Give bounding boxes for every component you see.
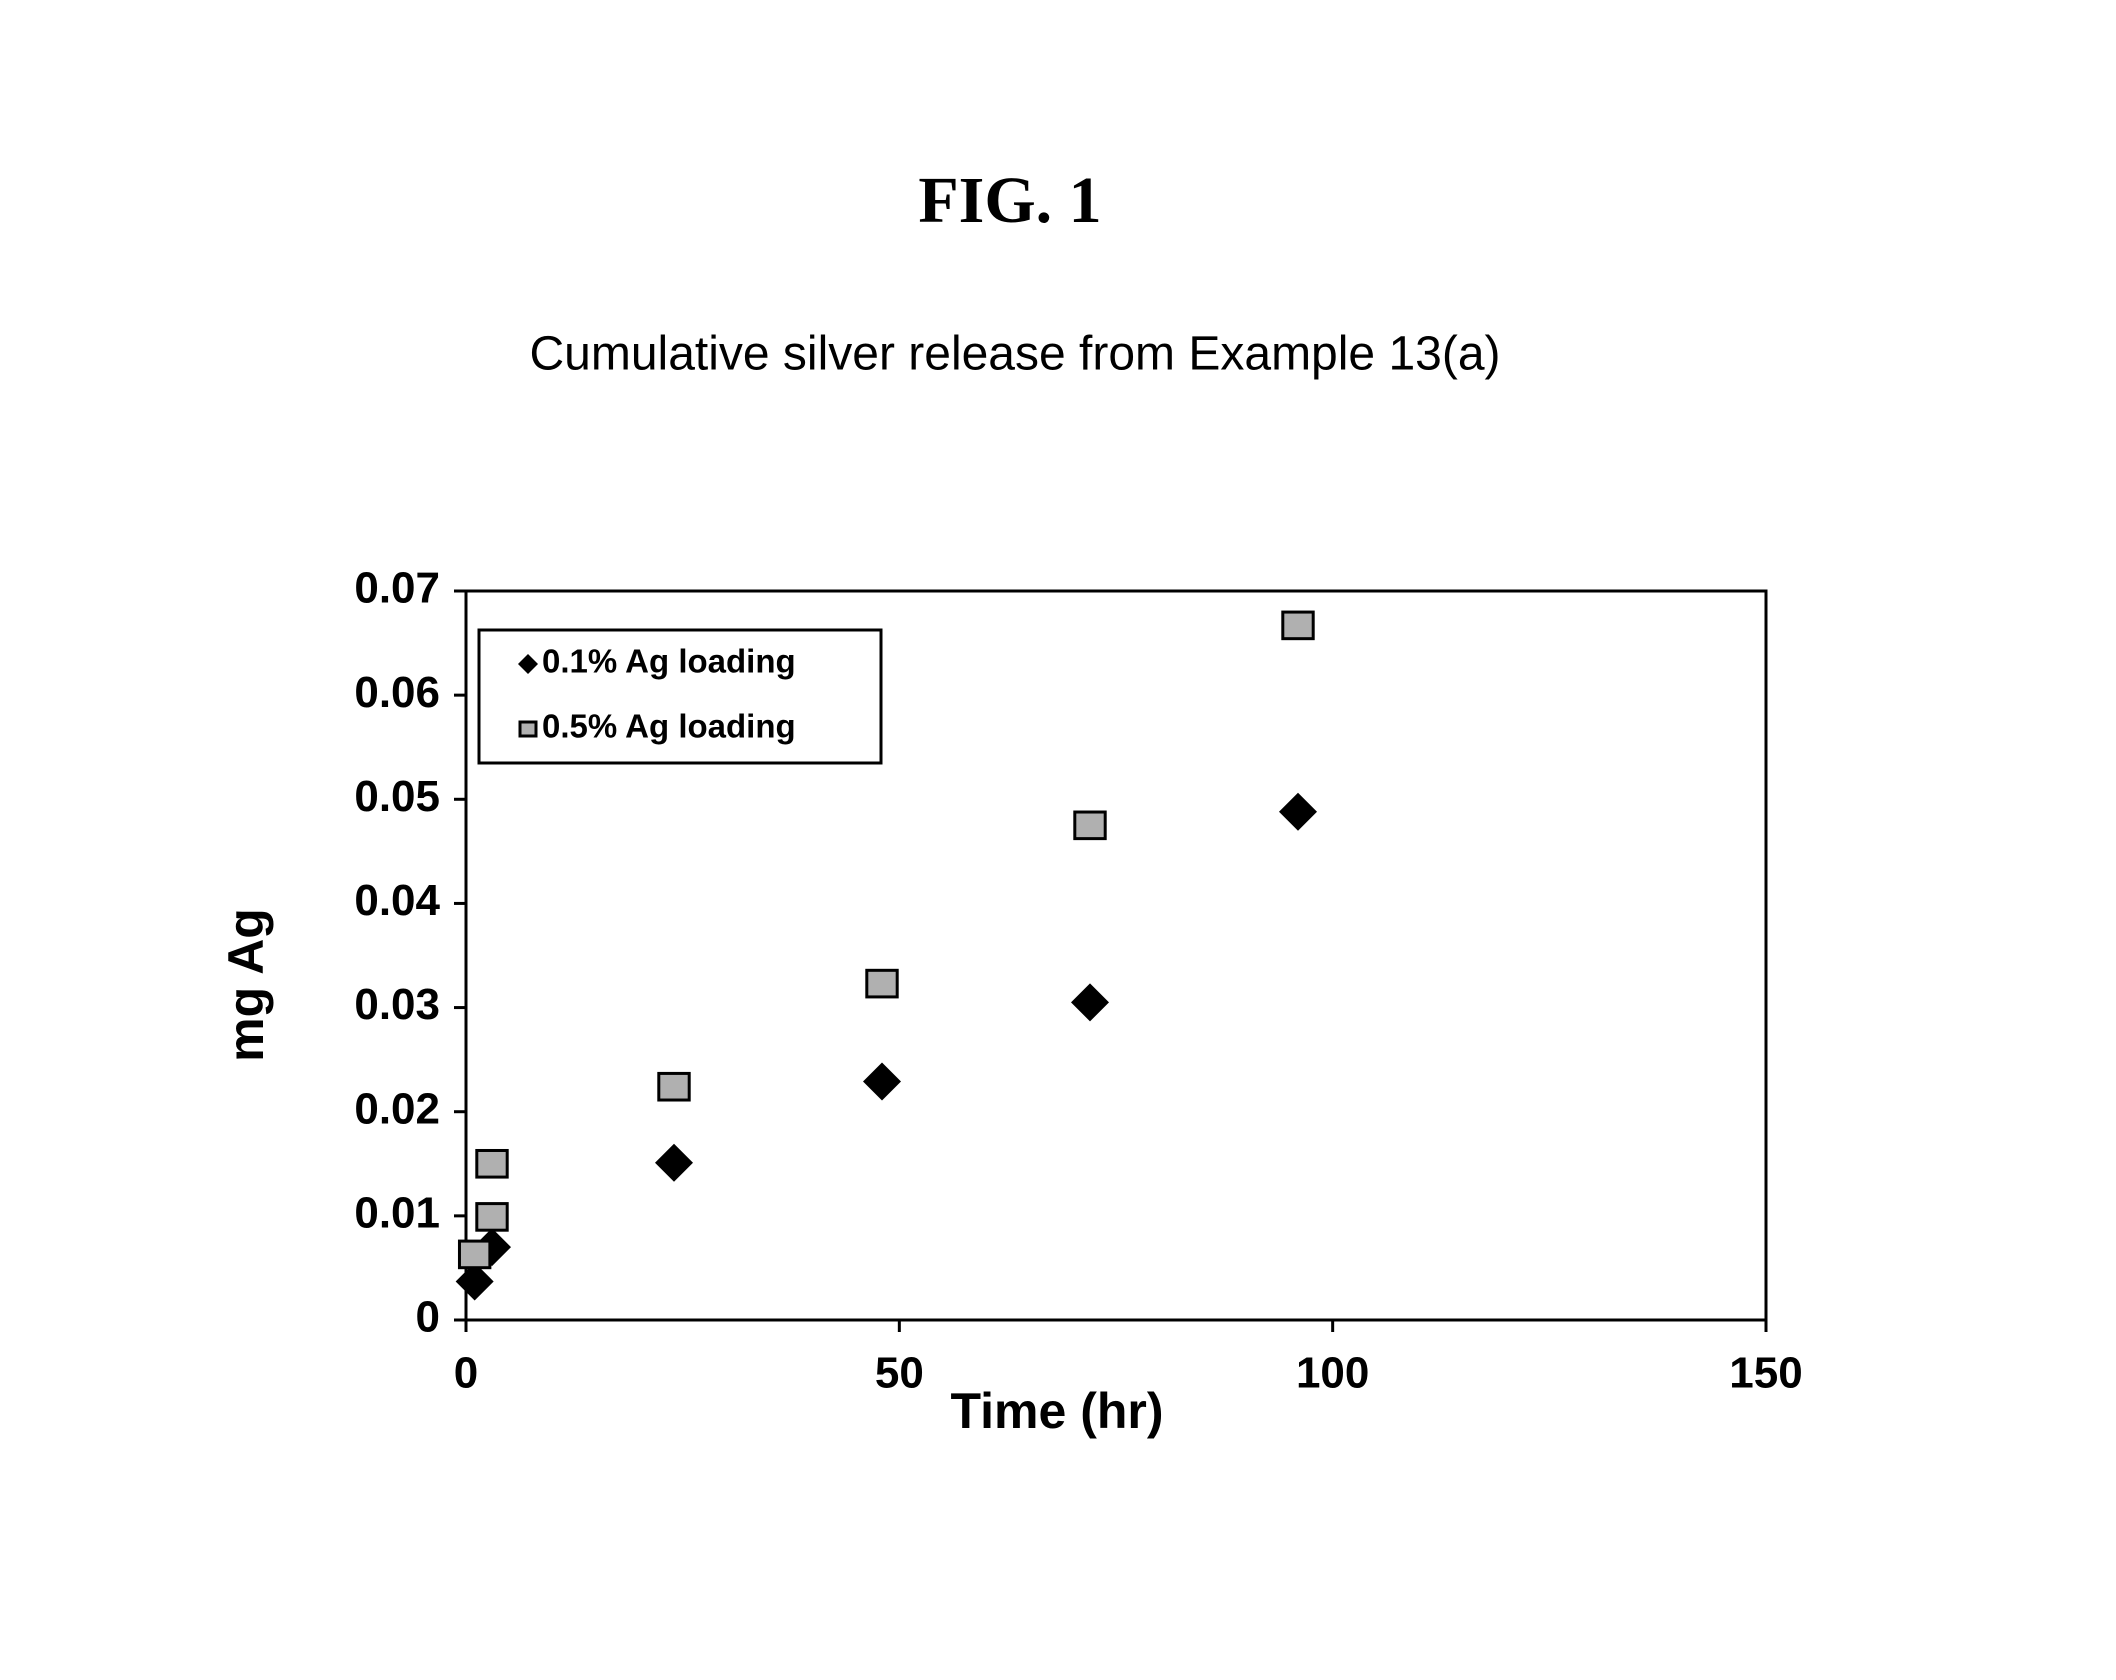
y-axis-label: mg Ag — [218, 908, 274, 1062]
y-tick-label: 0.01 — [354, 1188, 440, 1237]
data-point — [863, 1063, 901, 1101]
y-tick-label: 0.03 — [354, 980, 440, 1029]
legend-marker — [520, 722, 536, 736]
x-tick-label: 0 — [454, 1349, 478, 1398]
data-point — [1283, 612, 1313, 639]
y-tick-label: 0.04 — [354, 876, 440, 925]
chart-title: Cumulative silver release from Example 1… — [529, 328, 1500, 381]
figure-label: FIG. 1 — [918, 164, 1101, 237]
data-point — [477, 1204, 507, 1231]
data-point — [1279, 793, 1317, 831]
legend-label: 0.5% Ag loading — [542, 708, 796, 745]
data-point — [867, 970, 897, 997]
data-point — [459, 1241, 489, 1268]
data-point — [659, 1073, 689, 1100]
data-point — [477, 1150, 507, 1177]
data-point — [1071, 983, 1109, 1021]
y-tick-label: 0.05 — [354, 772, 440, 821]
x-tick-label: 100 — [1296, 1349, 1369, 1398]
y-tick-label: 0.06 — [354, 668, 440, 717]
y-tick-label: 0 — [416, 1293, 440, 1342]
legend-label: 0.1% Ag loading — [542, 643, 796, 680]
x-tick-label: 150 — [1729, 1349, 1802, 1398]
figure: FIG. 1 Cumulative silver release from Ex… — [0, 0, 2116, 1680]
y-tick-label: 0.02 — [354, 1084, 440, 1133]
x-axis-label: Time (hr) — [951, 1383, 1164, 1439]
x-tick-label: 50 — [875, 1349, 924, 1398]
y-tick-label: 0.07 — [354, 564, 440, 613]
data-point — [655, 1144, 693, 1182]
data-point — [1075, 812, 1105, 839]
